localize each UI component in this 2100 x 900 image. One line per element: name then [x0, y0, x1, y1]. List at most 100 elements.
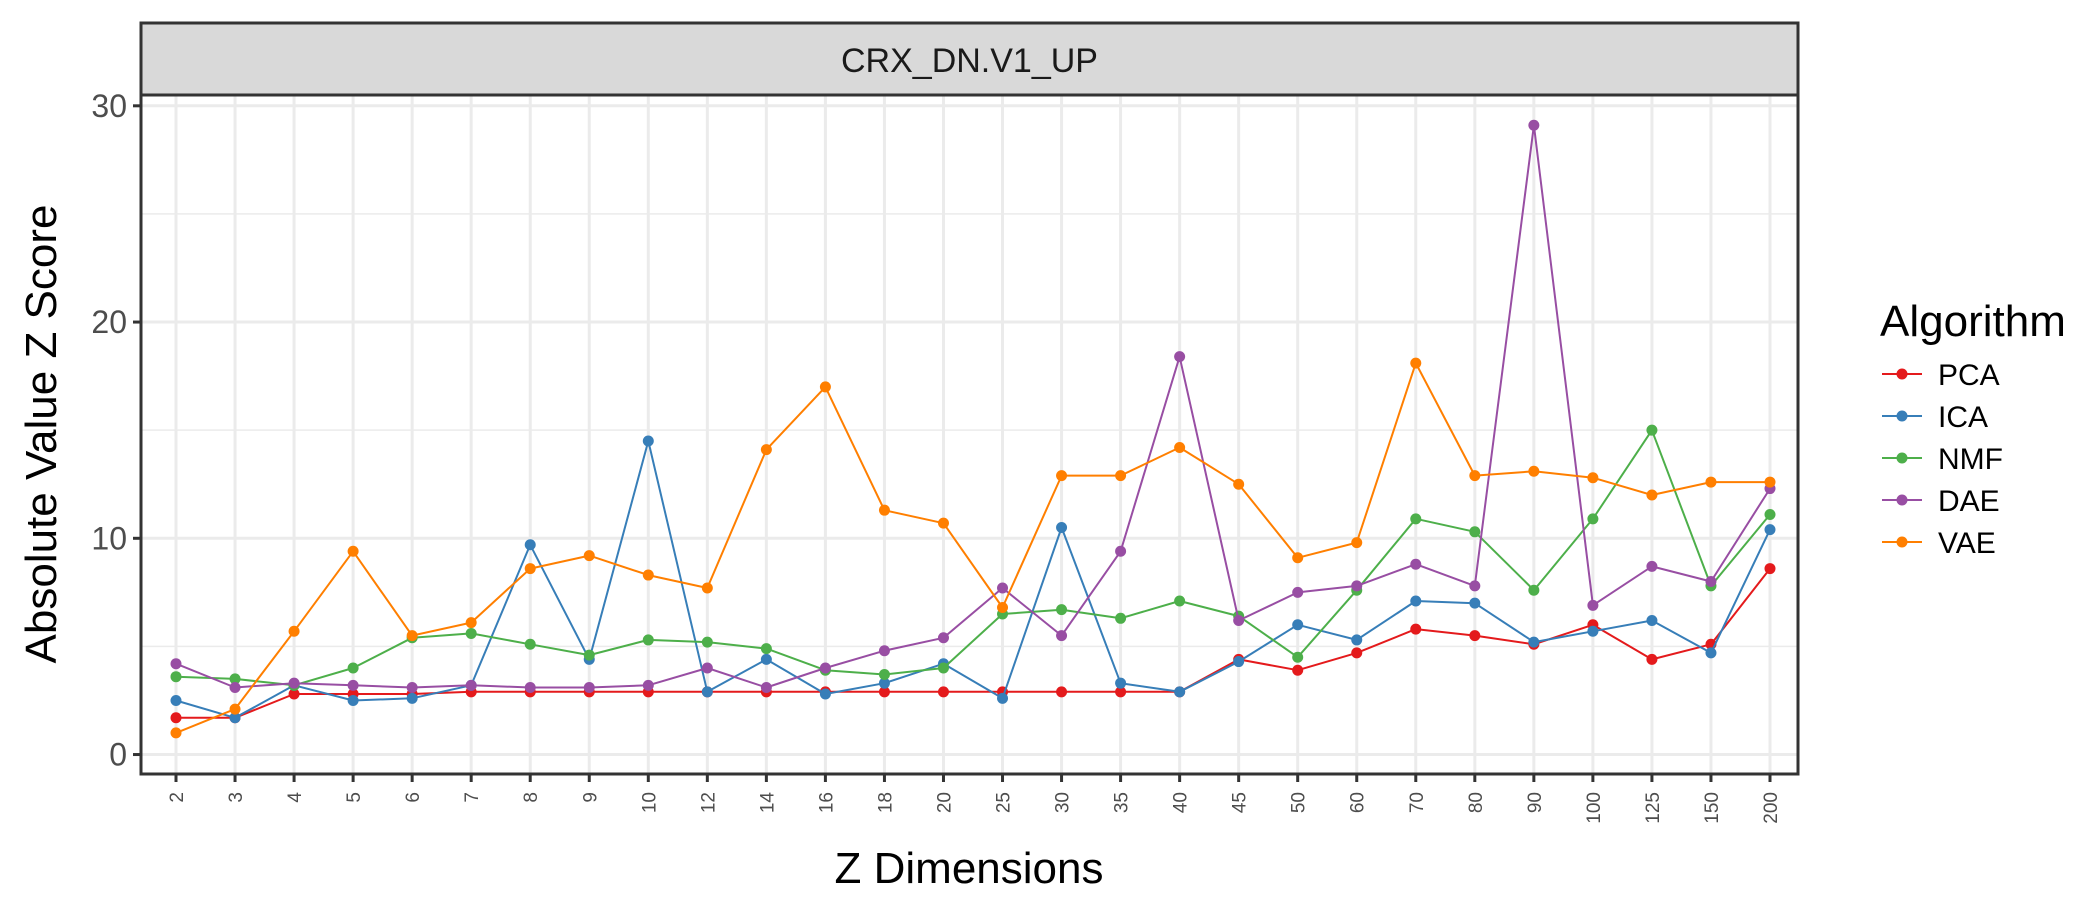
x-tick-label: 35 — [1112, 792, 1133, 813]
x-tick-label: 45 — [1230, 792, 1251, 813]
data-point-dae — [937, 632, 949, 644]
x-tick-label: 14 — [757, 792, 778, 814]
x-tick-label: 16 — [816, 792, 837, 813]
legend-key-point-vae — [1896, 536, 1908, 548]
data-point-ica — [1056, 521, 1068, 533]
data-point-vae — [1292, 552, 1304, 564]
data-point-dae — [583, 682, 595, 694]
x-tick-label: 30 — [1053, 792, 1074, 813]
x-tick-label: 100 — [1584, 792, 1605, 824]
data-point-ica — [1410, 595, 1422, 607]
data-point-ica — [1587, 625, 1599, 637]
x-tick-label: 40 — [1171, 792, 1192, 813]
data-point-nmf — [878, 669, 890, 681]
data-point-pca — [1410, 623, 1422, 635]
data-point-ica — [1705, 647, 1717, 659]
plot-border — [139, 93, 1800, 776]
legend-item-vae: VAE — [1882, 527, 1996, 560]
data-point-pca — [1292, 664, 1304, 676]
data-point-dae — [642, 679, 654, 691]
data-point-ica — [1528, 636, 1540, 648]
data-point-nmf — [524, 638, 536, 650]
data-point-dae — [1587, 599, 1599, 611]
data-point-nmf — [1587, 513, 1599, 525]
x-tick-label: 125 — [1643, 792, 1664, 824]
data-point-nmf — [1410, 513, 1422, 525]
data-point-vae — [347, 545, 359, 557]
data-point-nmf — [583, 649, 595, 661]
y-tick-label: 20 — [91, 304, 127, 340]
data-point-ica — [997, 692, 1009, 704]
series-line-dae — [175, 124, 1771, 689]
legend-key-point-pca — [1896, 368, 1908, 380]
data-point-dae — [1174, 351, 1186, 363]
data-point-dae — [819, 662, 831, 674]
data-point-pca — [878, 686, 890, 698]
data-point-nmf — [347, 662, 359, 674]
panel-title: CRX_DN.V1_UP — [841, 42, 1098, 80]
legend-item-nmf: NMF — [1882, 443, 2003, 476]
x-tick-label: 10 — [639, 792, 660, 813]
legend-label-ica: ICA — [1938, 401, 1988, 434]
x-tick-label: 8 — [521, 792, 542, 803]
legend-key-point-ica — [1896, 410, 1908, 422]
data-point-ica — [878, 677, 890, 689]
legend-label-nmf: NMF — [1938, 443, 2003, 476]
x-tick-label: 70 — [1407, 792, 1428, 813]
strip-background — [139, 21, 1800, 97]
data-point-nmf — [760, 643, 772, 655]
data-point-pca — [1115, 686, 1127, 698]
data-point-pca — [1646, 653, 1658, 665]
data-point-ica — [1351, 634, 1363, 646]
data-point-pca — [288, 688, 300, 700]
data-point-dae — [170, 658, 182, 670]
data-point-vae — [819, 381, 831, 393]
y-tick-label: 30 — [91, 88, 127, 124]
data-point-ica — [701, 686, 713, 698]
data-point-nmf — [642, 634, 654, 646]
data-point-vae — [878, 504, 890, 516]
data-point-vae — [1056, 470, 1068, 482]
data-point-ica — [524, 539, 536, 551]
legend: Algorithm PCA ICA NMF DAE VAE — [1880, 297, 2066, 560]
data-point-nmf — [1646, 424, 1658, 436]
series-nmf — [170, 424, 1776, 691]
legend-item-pca: PCA — [1882, 359, 2000, 392]
data-point-dae — [288, 677, 300, 689]
data-point-vae — [1705, 476, 1717, 488]
data-point-dae — [997, 582, 1009, 594]
legend-item-ica: ICA — [1882, 401, 1988, 434]
data-point-vae — [170, 727, 182, 739]
data-point-ica — [819, 688, 831, 700]
data-point-vae — [1115, 470, 1127, 482]
data-point-nmf — [170, 671, 182, 683]
data-point-vae — [937, 517, 949, 529]
data-point-dae — [524, 682, 536, 694]
x-tick-label: 200 — [1761, 792, 1782, 824]
legend-label-vae: VAE — [1938, 527, 1996, 560]
data-point-dae — [1469, 580, 1481, 592]
x-tick-label: 5 — [344, 792, 365, 803]
data-series — [170, 119, 1776, 739]
data-point-ica — [347, 694, 359, 706]
legend-label-pca: PCA — [1938, 359, 2000, 392]
data-point-dae — [1351, 580, 1363, 592]
x-tick-label: 12 — [698, 792, 719, 813]
data-point-nmf — [1469, 526, 1481, 538]
data-point-nmf — [701, 636, 713, 648]
data-point-dae — [1233, 614, 1245, 626]
data-point-vae — [406, 630, 418, 642]
data-point-ica — [1115, 677, 1127, 689]
x-tick-label: 25 — [994, 792, 1015, 813]
data-point-pca — [1764, 563, 1776, 575]
data-point-dae — [229, 682, 241, 694]
data-point-ica — [642, 435, 654, 447]
data-point-ica — [1233, 656, 1245, 668]
x-axis-title: Z Dimensions — [835, 844, 1104, 893]
data-point-pca — [937, 686, 949, 698]
legend-title: Algorithm — [1880, 297, 2066, 346]
data-point-vae — [1528, 465, 1540, 477]
x-tick-label: 6 — [403, 792, 424, 803]
data-point-nmf — [465, 627, 477, 639]
